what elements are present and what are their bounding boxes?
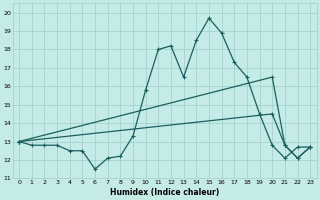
X-axis label: Humidex (Indice chaleur): Humidex (Indice chaleur) bbox=[110, 188, 219, 197]
